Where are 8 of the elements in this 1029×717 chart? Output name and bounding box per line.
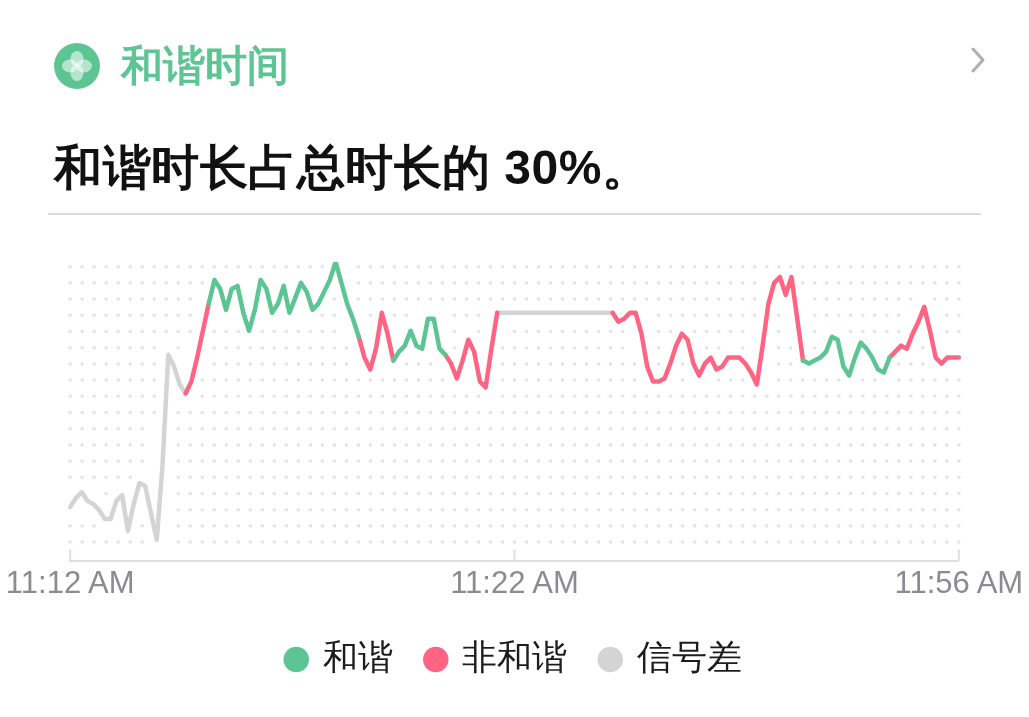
- legend-label: 和谐: [322, 637, 393, 677]
- x-tick-label: 11:22 AM: [450, 564, 579, 600]
- x-tick-label: 11:12 AM: [5, 564, 135, 600]
- legend-label: 信号差: [636, 637, 742, 677]
- chart-title: 和谐时间: [121, 41, 289, 91]
- x-tick-label: 11:56 AM: [894, 564, 1024, 600]
- chart-subtitle: 和谐时长占总时长的 30%。: [54, 140, 651, 196]
- legend-label: 非和谐: [462, 637, 568, 677]
